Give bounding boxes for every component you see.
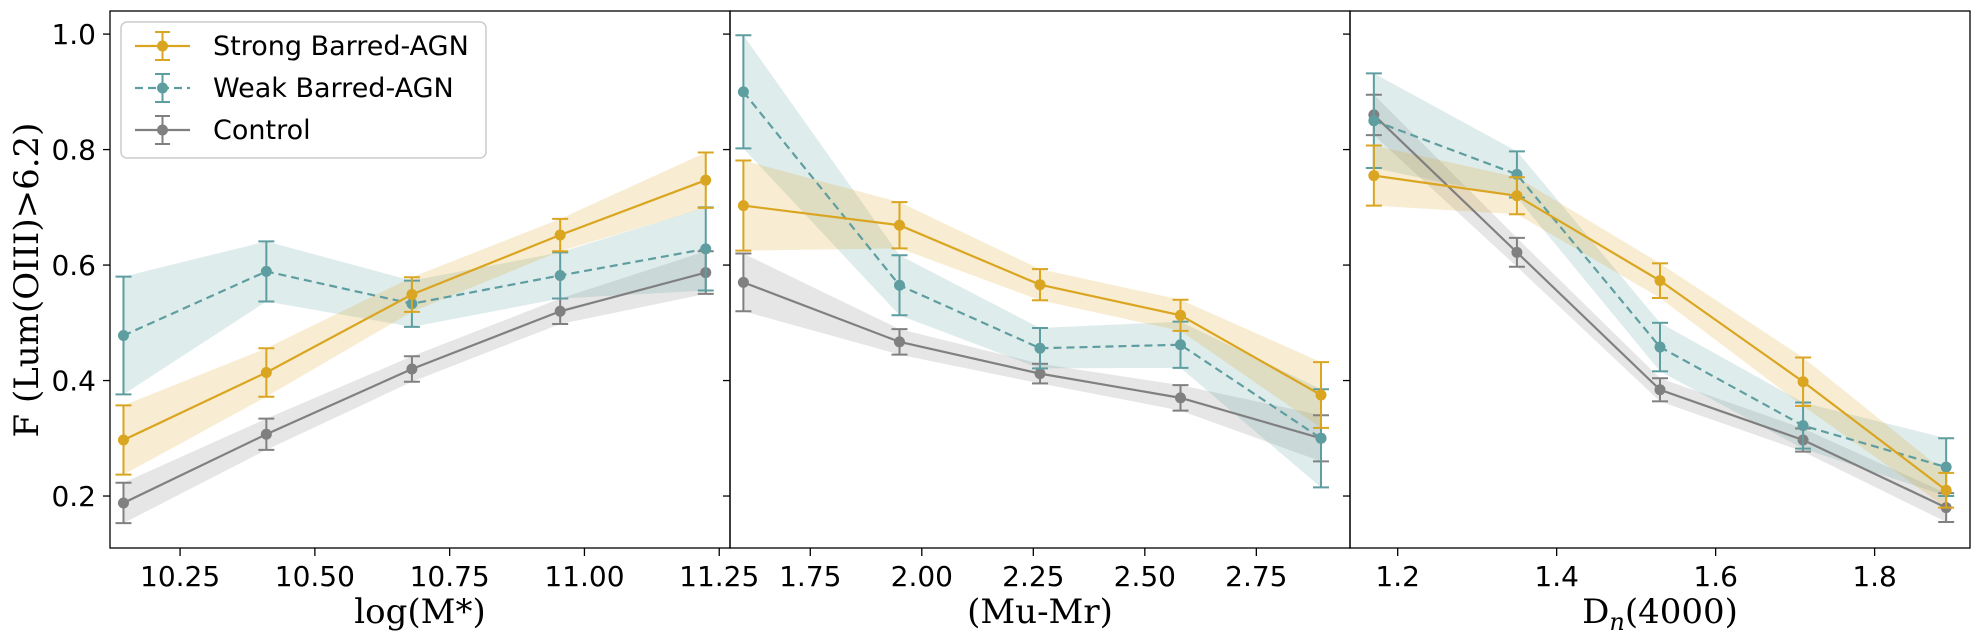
legend-marker-weak-barred-agn — [157, 82, 168, 94]
point-strong-barred-agn — [117, 434, 129, 446]
plot-frame — [1349, 10, 1971, 549]
x-tick-label: 10.50 — [275, 560, 355, 593]
point-weak-barred-agn — [737, 86, 749, 98]
legend: Strong Barred-AGN Weak Barred-AGN Control — [120, 21, 487, 159]
panel-1: 10.25 10.50 10.75 11.00 11.25 0.2 0.4 0.6 0.8 1.0… — [51, 10, 759, 632]
x-tick-label: 2.25 — [1002, 560, 1064, 593]
y-tick-label: 0.8 — [51, 134, 96, 167]
point-strong-barred-agn — [737, 200, 749, 212]
point-weak-barred-agn — [1654, 341, 1666, 353]
x-tick-label: 1.8 — [1852, 560, 1897, 593]
x-tick-label: 11.00 — [544, 560, 624, 593]
x-axis-label: (Mu-Mr) — [967, 592, 1113, 632]
point-control — [1511, 246, 1523, 258]
x-tick-label: 11.25 — [679, 560, 759, 593]
point-strong-barred-agn — [893, 219, 905, 231]
point-strong-barred-agn — [1511, 190, 1523, 202]
y-tick-label: 0.6 — [51, 249, 96, 282]
point-strong-barred-agn — [554, 229, 566, 241]
point-control — [260, 428, 272, 440]
y-tick-label: 0.2 — [51, 480, 96, 513]
point-weak-barred-agn — [117, 330, 129, 342]
x-tick-label: 1.6 — [1693, 560, 1738, 593]
point-control — [1175, 392, 1187, 404]
y-axis-label: F (Lum(OIII)>6.2) — [7, 123, 47, 438]
point-weak-barred-agn — [260, 265, 272, 277]
point-strong-barred-agn — [406, 289, 418, 301]
point-strong-barred-agn — [700, 174, 712, 186]
x-axis-label: log(M*) — [354, 592, 485, 632]
point-weak-barred-agn — [700, 243, 712, 255]
panels: 10.25 10.50 10.75 11.00 11.25 0.2 0.4 0.6 0.8 1.0… — [51, 10, 1971, 636]
band-strong-barred-agn — [743, 160, 1322, 428]
point-weak-barred-agn — [1315, 432, 1327, 444]
point-control — [406, 363, 418, 375]
legend-marker-control — [157, 124, 168, 136]
point-strong-barred-agn — [1797, 376, 1809, 388]
point-strong-barred-agn — [1940, 484, 1952, 496]
point-strong-barred-agn — [1034, 279, 1046, 291]
point-strong-barred-agn — [1175, 309, 1187, 321]
point-weak-barred-agn — [1940, 461, 1952, 473]
x-tick-label: 10.25 — [140, 560, 220, 593]
point-weak-barred-agn — [893, 279, 905, 291]
band-weak-barred-agn — [743, 35, 1322, 488]
x-tick-label: 2.00 — [891, 560, 953, 593]
point-weak-barred-agn — [1175, 339, 1187, 351]
legend-label-weak-barred-agn: Weak Barred-AGN — [213, 73, 454, 104]
x-tick-label: 1.2 — [1375, 560, 1420, 593]
point-control — [1654, 384, 1666, 396]
point-control — [1034, 368, 1046, 380]
point-weak-barred-agn — [1368, 115, 1380, 127]
x-tick-label: 2.75 — [1225, 560, 1287, 593]
x-tick-label: 10.75 — [410, 560, 490, 593]
x-tick-label: 1.4 — [1534, 560, 1579, 593]
band-strong-barred-agn — [1373, 145, 1947, 508]
x-tick-label: 1.75 — [779, 560, 841, 593]
y-tick-label: 1.0 — [51, 18, 96, 51]
point-control — [117, 497, 129, 509]
band-control — [743, 253, 1322, 462]
y-tick-label: 0.4 — [51, 365, 96, 398]
legend-box — [120, 21, 487, 159]
point-control — [893, 336, 905, 348]
point-weak-barred-agn — [554, 269, 566, 281]
point-strong-barred-agn — [1315, 389, 1327, 401]
point-strong-barred-agn — [1368, 170, 1380, 182]
point-control — [554, 305, 566, 317]
point-weak-barred-agn — [1034, 342, 1046, 354]
point-weak-barred-agn — [1797, 420, 1809, 432]
point-strong-barred-agn — [260, 366, 272, 378]
point-strong-barred-agn — [1654, 275, 1666, 287]
legend-label-strong-barred-agn: Strong Barred-AGN — [213, 31, 469, 62]
x-axis-label: Dn(4000) — [1582, 592, 1738, 636]
line-weak-barred-agn — [742, 91, 1322, 440]
panel-2: 1.75 2.00 2.25 2.50 2.75 (Mu-Mr) — [723, 10, 1351, 632]
point-control — [737, 276, 749, 288]
band-control — [1373, 94, 1947, 523]
legend-label-control: Control — [213, 115, 311, 146]
x-tick-label: 2.50 — [1114, 560, 1176, 593]
panel-3: 1.2 1.4 1.6 1.8 Dn(4000) — [1343, 10, 1971, 636]
legend-marker-strong-barred-agn — [157, 40, 168, 52]
